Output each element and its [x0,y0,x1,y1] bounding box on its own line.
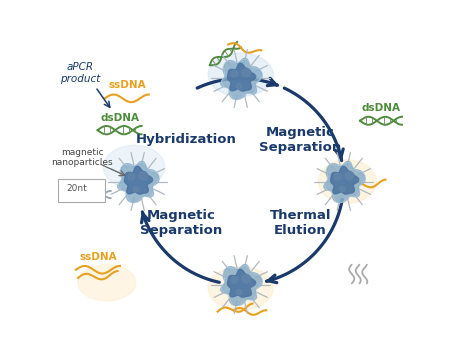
Polygon shape [221,58,262,99]
Text: magnetic
nanoparticles: magnetic nanoparticles [51,148,113,167]
Circle shape [133,186,139,192]
Polygon shape [227,269,255,297]
Circle shape [345,172,354,180]
Circle shape [236,83,242,89]
Polygon shape [324,162,365,202]
Text: 20nt: 20nt [66,184,87,193]
Text: Thermal
Elution: Thermal Elution [269,209,331,237]
Circle shape [334,174,341,180]
Ellipse shape [318,160,376,203]
Polygon shape [124,166,153,194]
Ellipse shape [208,53,273,97]
Text: Hybridization: Hybridization [136,134,237,146]
Text: dsDNA: dsDNA [100,113,139,123]
Ellipse shape [78,265,136,301]
Polygon shape [118,162,159,202]
Circle shape [128,174,135,180]
Circle shape [242,275,250,283]
Text: Magnetic
Separation: Magnetic Separation [140,209,222,237]
Polygon shape [331,166,359,194]
Ellipse shape [103,145,165,189]
FancyBboxPatch shape [58,179,106,203]
Polygon shape [227,63,255,91]
Circle shape [242,69,250,77]
Circle shape [236,289,242,295]
Text: Magnetic
Separation: Magnetic Separation [259,126,341,154]
Text: aPCR
product: aPCR product [60,62,100,84]
Text: ssDNA: ssDNA [108,80,146,90]
Text: dsDNA: dsDNA [361,103,401,113]
Circle shape [231,277,238,283]
Circle shape [231,70,238,77]
Ellipse shape [208,266,273,310]
Polygon shape [221,264,262,305]
Circle shape [340,186,345,192]
Circle shape [139,172,147,180]
Text: ssDNA: ssDNA [79,252,117,262]
